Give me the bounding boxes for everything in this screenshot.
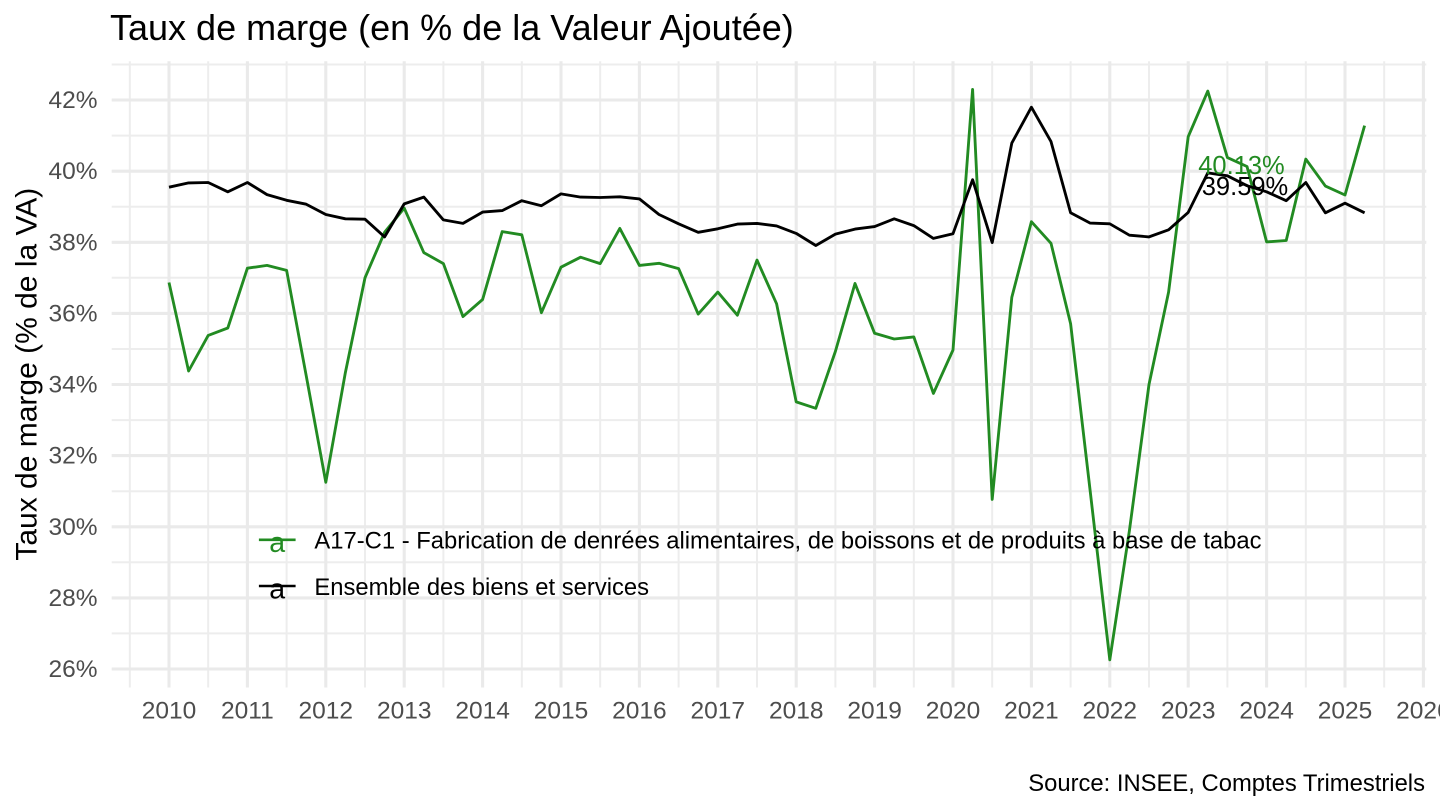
svg-text:32%: 32% bbox=[48, 443, 97, 470]
svg-text:42%: 42% bbox=[48, 87, 97, 114]
svg-text:2016: 2016 bbox=[612, 698, 667, 725]
svg-text:2021: 2021 bbox=[1004, 698, 1059, 725]
svg-text:Taux de marge (en % de la Vale: Taux de marge (en % de la Valeur Ajoutée… bbox=[110, 7, 794, 48]
svg-text:2012: 2012 bbox=[299, 698, 354, 725]
svg-text:2013: 2013 bbox=[377, 698, 432, 725]
svg-text:2026: 2026 bbox=[1396, 698, 1440, 725]
svg-text:Ensemble des biens et services: Ensemble des biens et services bbox=[314, 574, 649, 601]
svg-text:40%: 40% bbox=[48, 158, 97, 185]
svg-text:2020: 2020 bbox=[926, 698, 981, 725]
svg-text:28%: 28% bbox=[48, 585, 97, 612]
svg-text:2018: 2018 bbox=[769, 698, 824, 725]
svg-text:A17-C1 - Fabrication de denrée: A17-C1 - Fabrication de denrées alimenta… bbox=[314, 528, 1261, 555]
svg-text:38%: 38% bbox=[48, 229, 97, 256]
svg-text:Taux de marge (% de la VA): Taux de marge (% de la VA) bbox=[11, 188, 44, 561]
svg-text:2010: 2010 bbox=[142, 698, 197, 725]
svg-text:2024: 2024 bbox=[1239, 698, 1294, 725]
svg-text:2017: 2017 bbox=[691, 698, 746, 725]
svg-text:40.13%: 40.13% bbox=[1198, 152, 1285, 180]
svg-text:2023: 2023 bbox=[1161, 698, 1216, 725]
svg-text:2014: 2014 bbox=[455, 698, 510, 725]
svg-text:a: a bbox=[269, 573, 285, 605]
svg-text:2019: 2019 bbox=[847, 698, 902, 725]
svg-text:2025: 2025 bbox=[1318, 698, 1373, 725]
svg-text:26%: 26% bbox=[48, 656, 97, 683]
svg-text:Source: INSEE, Comptes Trimest: Source: INSEE, Comptes Trimestriels bbox=[1028, 770, 1425, 797]
svg-text:34%: 34% bbox=[48, 372, 97, 399]
svg-text:36%: 36% bbox=[48, 300, 97, 327]
svg-text:30%: 30% bbox=[48, 514, 97, 541]
svg-text:2022: 2022 bbox=[1083, 698, 1138, 725]
svg-text:39.59%: 39.59% bbox=[1202, 173, 1289, 201]
svg-text:2015: 2015 bbox=[534, 698, 589, 725]
svg-text:a: a bbox=[269, 527, 285, 559]
svg-text:2011: 2011 bbox=[221, 698, 274, 725]
